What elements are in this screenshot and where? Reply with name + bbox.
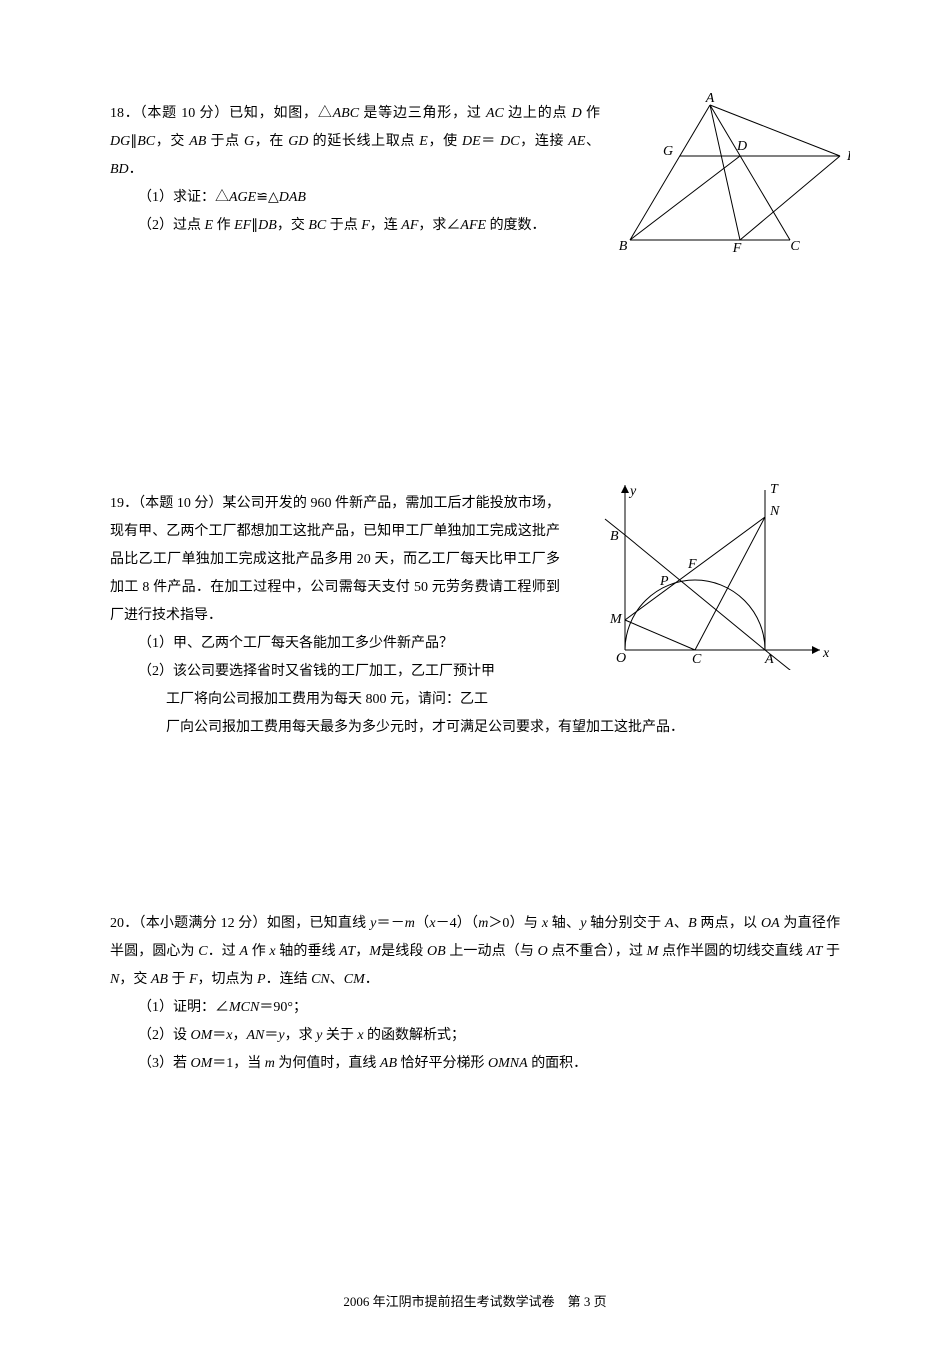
problem-18-number: 18． (110, 106, 140, 121)
problem-20-sub1: （1）证明：∠MCN＝90°； (138, 994, 840, 1022)
problem-20-number: 20． (110, 916, 138, 931)
problem-20-text: 20．（本小题满分 12 分）如图，已知直线 y＝－m（x－4）（m＞0）与 x… (110, 910, 840, 1078)
problem-18-sub1: （1）求证：△AGE≌△DAB (138, 184, 600, 212)
svg-text:F: F (732, 241, 742, 256)
problem-19: 19．（本题 10 分）某公司开发的 960 件新产品，需加工后才能投放市场，现… (110, 490, 840, 870)
svg-text:M: M (609, 612, 623, 627)
problem-20-sub3: （3）若 OM＝1，当 m 为何值时，直线 AB 恰好平分梯形 OMNA 的面积… (138, 1050, 840, 1078)
svg-text:C: C (790, 239, 800, 254)
svg-text:B: B (619, 239, 628, 254)
svg-text:B: B (610, 529, 619, 544)
svg-text:T: T (770, 482, 779, 497)
svg-text:A: A (705, 91, 715, 106)
svg-text:E: E (846, 149, 850, 164)
problem-18: 18．（本题 10 分）已知，如图，△ABC 是等边三角形，过 AC 边上的点 … (110, 100, 840, 450)
problem-18-text: 18．（本题 10 分）已知，如图，△ABC 是等边三角形，过 AC 边上的点 … (110, 100, 600, 240)
problem-20-sub2: （2）设 OM＝x，AN＝y，求 y 关于 x 的函数解析式； (138, 1022, 840, 1050)
problem-19-number: 19． (110, 496, 138, 511)
svg-text:P: P (659, 574, 669, 589)
svg-text:y: y (628, 484, 637, 499)
svg-text:x: x (822, 646, 830, 661)
svg-text:F: F (687, 557, 697, 572)
figure-19: O x y B M C A N T P F (600, 475, 830, 675)
svg-text:D: D (736, 139, 747, 154)
problem-18-sub2: （2）过点 E 作 EF∥DB，交 BC 于点 F，连 AF，求∠AFE 的度数… (138, 212, 600, 240)
svg-text:C: C (692, 652, 702, 667)
problem-19-sub1: （1）甲、乙两个工厂每天各能加工多少件新产品？ (138, 630, 588, 658)
svg-text:N: N (769, 504, 780, 519)
svg-text:G: G (663, 144, 673, 159)
svg-text:A: A (764, 652, 774, 667)
svg-text:O: O (616, 651, 626, 666)
problem-20: 20．（本小题满分 12 分）如图，已知直线 y＝－m（x－4）（m＞0）与 x… (110, 910, 840, 1110)
page-footer: 2006 年江阴市提前招生考试数学试卷 第 3 页 (0, 1291, 950, 1310)
figure-18: A B C G D E F (610, 90, 850, 265)
